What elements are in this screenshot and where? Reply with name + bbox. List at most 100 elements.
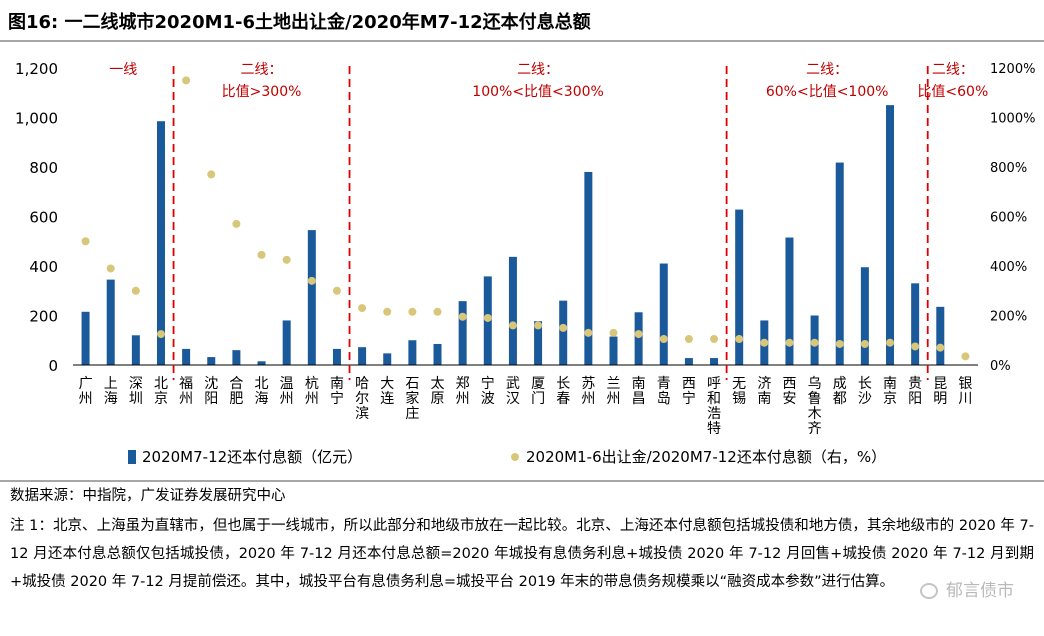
data-source: 数据来源：中指院，广发证券发展研究中心	[0, 480, 1044, 510]
x-tick-label: 大连	[380, 376, 394, 407]
x-tick-label: 武汉	[506, 376, 520, 407]
y-left-tick-label: 600	[29, 209, 58, 227]
y-left-tick-label: 200	[29, 308, 58, 326]
ratio-dot	[860, 339, 869, 348]
bar	[835, 162, 844, 365]
ratio-dot	[961, 352, 970, 361]
x-tick-label: 成都	[833, 376, 847, 407]
watermark: 郁言债市	[920, 576, 1014, 601]
ratio-dot	[483, 313, 492, 322]
x-tick-label: 北海	[255, 376, 269, 407]
y-left-tick-label: 400	[29, 258, 58, 276]
bar	[559, 300, 568, 365]
bar	[207, 357, 216, 365]
bar	[307, 230, 316, 365]
bar	[735, 209, 744, 365]
ratio-dot	[282, 255, 291, 264]
x-tick-label: 石家庄	[405, 376, 419, 422]
x-tick-label: 呼和浩特	[707, 376, 721, 437]
group-label: 100%<比值<300%	[472, 84, 604, 100]
bar	[106, 279, 115, 365]
y-left-tick-label: 0	[48, 357, 58, 375]
watermark-text: 郁言债市	[946, 581, 1014, 601]
ratio-dot	[131, 286, 140, 295]
bar	[182, 348, 191, 365]
bar	[710, 358, 719, 365]
ratio-dot	[207, 170, 216, 179]
ratio-dot	[634, 330, 643, 339]
group-label: 二线：	[517, 62, 559, 78]
group-label: 二线：	[806, 62, 848, 78]
ratio-dot	[936, 343, 945, 352]
ratio-dot	[534, 321, 543, 330]
x-tick-label: 贵阳	[908, 376, 922, 407]
bar	[860, 267, 869, 365]
bar	[81, 311, 90, 365]
bar	[332, 348, 341, 365]
ratio-dot	[383, 307, 392, 316]
y-right-tick-label: 800%	[990, 161, 1027, 176]
bar	[785, 237, 794, 365]
y-right-tick-label: 1200%	[990, 62, 1035, 77]
x-tick-label: 福州	[179, 376, 193, 407]
ratio-dot	[358, 304, 367, 313]
figure-title: 图16: 一二线城市2020M1-6土地出让金/2020年M7-12还本付息总额	[8, 12, 591, 33]
x-tick-label: 昆明	[933, 376, 947, 407]
y-right-tick-label: 400%	[990, 260, 1027, 275]
x-tick-label: 南宁	[330, 376, 344, 407]
ratio-dot	[332, 286, 341, 295]
x-tick-label: 青岛	[657, 376, 671, 407]
ratio-dot	[886, 338, 895, 347]
chart-area: 0 200 400 600 800 1,000 1,200 0% 200% 400% 600% 800…	[15, 60, 1035, 466]
bar	[383, 353, 392, 365]
ratio-dot	[835, 339, 844, 348]
group-label: 二线：	[241, 62, 283, 78]
bar	[433, 343, 442, 365]
ratio-dot	[810, 338, 819, 347]
ratio-dot	[508, 321, 517, 330]
x-tick-label: 太原	[431, 376, 445, 407]
x-tick-label: 西安	[782, 376, 796, 407]
ratio-dot	[232, 219, 241, 228]
bar	[659, 263, 668, 365]
x-tick-label: 苏州	[581, 376, 595, 407]
legend-dot-swatch	[511, 453, 519, 461]
y-left-tick-label: 1,200	[15, 60, 58, 78]
bar	[282, 320, 291, 365]
ratio-dot	[106, 264, 115, 273]
legend-dot-label: 2020M1-6出让金/2020M7-12还本付息额（右，%）	[526, 448, 886, 466]
x-tick-label: 厦门	[531, 376, 545, 407]
bar	[408, 340, 417, 365]
y-left-tick-label: 1,000	[15, 110, 58, 128]
x-tick-label: 温州	[280, 376, 294, 407]
x-tick-label: 合肥	[229, 376, 243, 407]
wechat-logo-icon	[920, 583, 938, 599]
ratio-dot	[559, 323, 568, 332]
x-tick-label: 深圳	[129, 376, 143, 407]
ratio-dot	[584, 328, 593, 337]
x-tick-label: 无锡	[732, 376, 746, 407]
bar	[584, 171, 593, 365]
x-tick-label: 南京	[883, 376, 897, 407]
x-tick-label: 宁波	[481, 375, 495, 407]
bar	[684, 358, 693, 365]
legend-bar-swatch	[128, 450, 136, 464]
bar	[156, 121, 165, 366]
x-tick-label: 银川	[958, 376, 972, 407]
y-right-tick-label: 0%	[990, 359, 1011, 374]
y-right-tick-label: 600%	[990, 211, 1027, 226]
ratio-dot	[911, 342, 920, 351]
group-label: 一线	[109, 62, 137, 78]
ratio-dot	[684, 335, 693, 344]
bar	[936, 306, 945, 365]
x-tick-label: 郑州	[456, 376, 470, 407]
bar	[886, 105, 895, 365]
ratio-dot	[609, 328, 618, 337]
ratio-dot	[785, 338, 794, 347]
bar	[634, 312, 643, 365]
x-tick-label: 长春	[556, 376, 570, 407]
x-tick-label: 济南	[757, 376, 771, 407]
x-tick-label: 南昌	[632, 376, 646, 407]
ratio-dot	[659, 335, 668, 344]
bar	[458, 301, 467, 365]
